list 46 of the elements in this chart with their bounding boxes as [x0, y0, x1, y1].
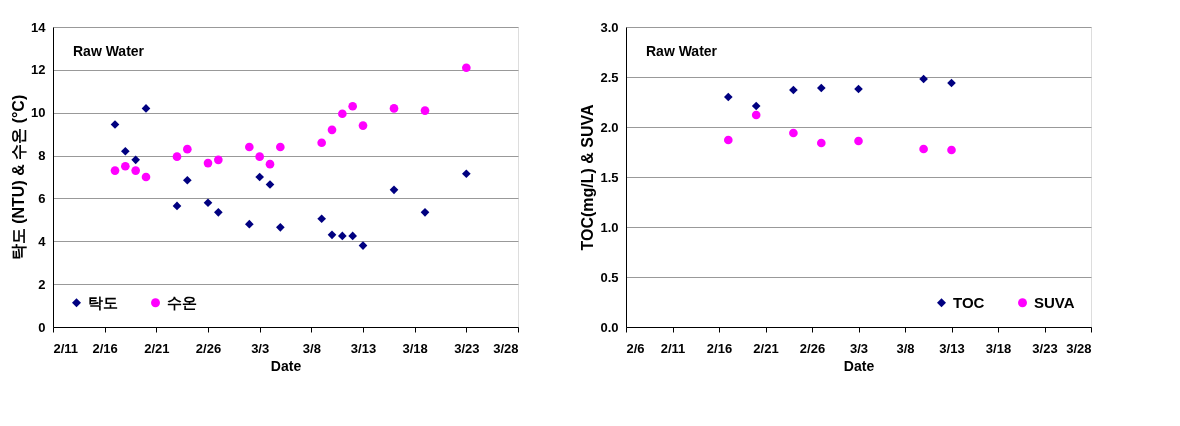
- x-tick-label: 2/6: [626, 340, 645, 356]
- x-tick-label: 3/28: [493, 340, 519, 356]
- y-tick-label: 3.0: [600, 19, 619, 35]
- y-axis-title: TOC(mg/L) & SUVA: [579, 104, 597, 251]
- x-axis-title: Date: [843, 357, 875, 374]
- x-tick-label: 2/26: [195, 340, 222, 356]
- y-tick-label: 2: [38, 276, 46, 292]
- x-tick-label: 2/26: [799, 340, 826, 356]
- annotation: Raw Water: [73, 43, 145, 59]
- x-tick-label: 3/8: [896, 340, 915, 356]
- x-tick-label: 2/21: [144, 340, 170, 356]
- x-axis-title: Date: [270, 357, 302, 374]
- x-tick-label: 2/11: [53, 340, 79, 356]
- y-tick-label: 0.5: [600, 269, 619, 285]
- x-tick-label: 2/11: [660, 340, 686, 356]
- annotation: Raw Water: [646, 43, 718, 59]
- y-tick-label: 14: [31, 19, 47, 35]
- y-tick-label: 8: [38, 148, 46, 164]
- x-tick-label: 3/18: [985, 340, 1012, 356]
- y-tick-label: 2.0: [600, 119, 619, 135]
- x-tick-label: 2/16: [92, 340, 118, 356]
- x-tick-label: 3/28: [1066, 340, 1092, 356]
- y-tick-label: 10: [31, 105, 46, 121]
- y-tick-label: 4: [38, 233, 47, 249]
- legend-label: 수온: [167, 293, 197, 311]
- x-tick-label: 3/3: [849, 340, 869, 356]
- x-tick-label: 3/18: [402, 340, 428, 356]
- x-tick-label: 3/23: [1032, 340, 1058, 356]
- x-tick-label: 3/23: [454, 340, 480, 356]
- legend-label: 탁도: [88, 293, 118, 311]
- x-tick-label: 3/3: [251, 340, 270, 356]
- y-tick-label: 1.5: [600, 169, 619, 185]
- x-tick-label: 2/16: [706, 340, 733, 356]
- x-tick-label: 3/8: [302, 340, 321, 356]
- y-axis-title: 탁도 (NTU) & 수온 (°C): [10, 94, 28, 261]
- y-tick-label: 0.0: [600, 319, 619, 335]
- y-tick-label: 2.5: [600, 69, 619, 85]
- x-tick-label: 3/13: [350, 340, 377, 356]
- legend-label: SUVA: [1034, 293, 1075, 311]
- y-tick-label: 12: [31, 62, 46, 78]
- x-tick-label: 2/21: [753, 340, 779, 356]
- y-tick-label: 0: [38, 319, 46, 335]
- x-tick-label: 3/13: [939, 340, 965, 356]
- legend-label: TOC: [953, 293, 985, 311]
- y-tick-label: 1.0: [600, 219, 619, 235]
- y-tick-label: 6: [38, 190, 46, 206]
